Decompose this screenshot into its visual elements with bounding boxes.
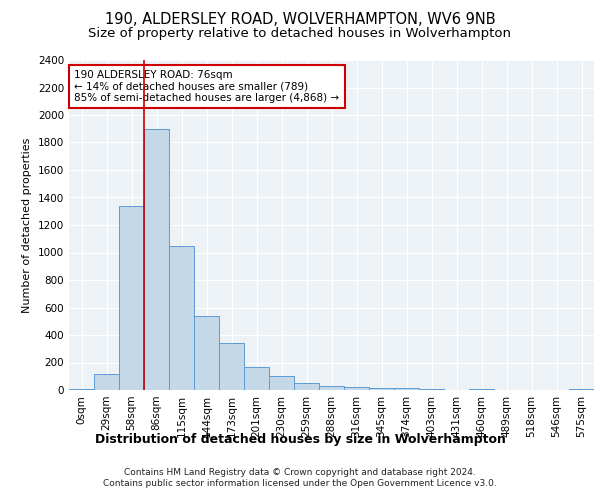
Bar (219, 343, 244, 390)
Bar (569, 388, 594, 390)
Bar (94, 374, 119, 390)
Bar (294, 383, 319, 390)
Bar (69, 388, 94, 390)
Bar (244, 368, 269, 390)
Bar (144, 128, 169, 390)
Bar (369, 388, 394, 390)
Bar (469, 388, 494, 390)
Bar (169, 246, 194, 390)
Y-axis label: Number of detached properties: Number of detached properties (22, 138, 32, 312)
Bar (269, 376, 294, 390)
Text: Contains HM Land Registry data © Crown copyright and database right 2024.
Contai: Contains HM Land Registry data © Crown c… (103, 468, 497, 487)
Bar (194, 316, 219, 390)
Text: 190 ALDERSLEY ROAD: 76sqm
← 14% of detached houses are smaller (789)
85% of semi: 190 ALDERSLEY ROAD: 76sqm ← 14% of detac… (74, 70, 340, 103)
Text: 190, ALDERSLEY ROAD, WOLVERHAMPTON, WV6 9NB: 190, ALDERSLEY ROAD, WOLVERHAMPTON, WV6 … (104, 12, 496, 28)
Bar (319, 386, 344, 390)
Bar (344, 387, 369, 390)
Bar (119, 206, 144, 390)
Text: Distribution of detached houses by size in Wolverhampton: Distribution of detached houses by size … (95, 432, 505, 446)
Bar (394, 388, 419, 390)
Text: Size of property relative to detached houses in Wolverhampton: Size of property relative to detached ho… (89, 28, 511, 40)
